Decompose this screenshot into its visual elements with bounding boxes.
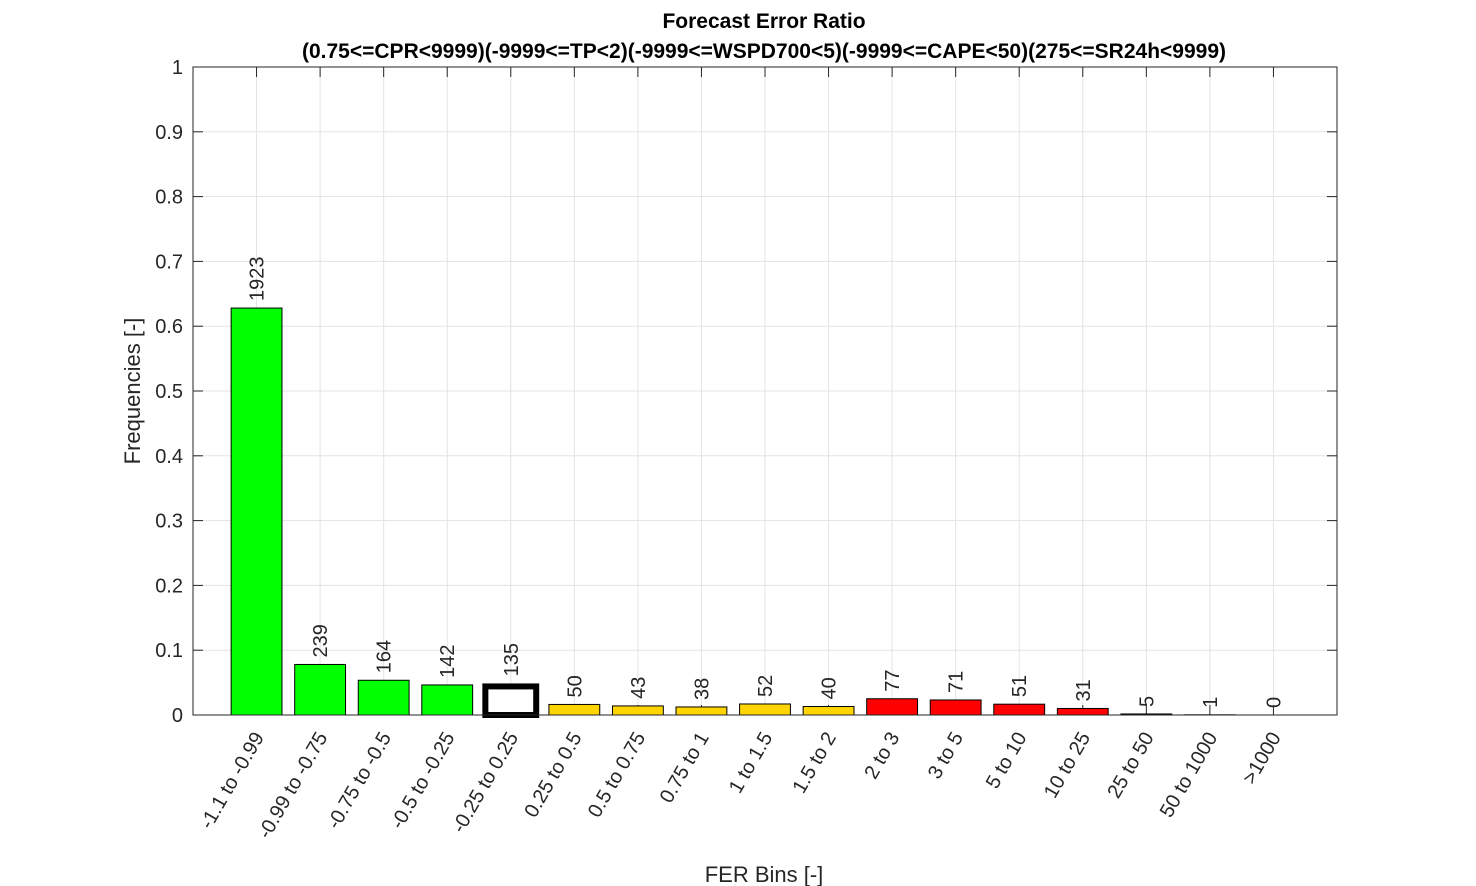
value-label: 71 — [946, 671, 968, 693]
bar — [548, 703, 601, 716]
bar — [866, 698, 919, 716]
chart-subtitle: (0.75<=CPR<9999)(-9999<=TP<2)(-9999<=WSP… — [302, 40, 1226, 63]
bar — [739, 703, 791, 716]
plot-frame — [192, 66, 1338, 716]
y-tick-label: 0.1 — [155, 640, 183, 662]
bar — [421, 684, 474, 716]
y-tick-label: 0.2 — [155, 575, 183, 597]
bar — [1056, 707, 1109, 716]
y-tick-label: 0.3 — [155, 511, 183, 533]
value-label: 142 — [437, 645, 459, 678]
bar — [611, 705, 664, 716]
value-label: 164 — [374, 640, 396, 673]
bar — [230, 307, 283, 716]
value-label: 52 — [755, 675, 777, 697]
chart-title: Forecast Error Ratio — [662, 10, 865, 33]
bar — [675, 706, 728, 716]
x-axis-label: FER Bins [-] — [705, 862, 824, 886]
value-label: 239 — [310, 624, 332, 657]
y-tick-label: 0.6 — [155, 316, 183, 338]
y-axis-label: Frequencies [-] — [120, 318, 145, 465]
bar — [929, 699, 982, 716]
bar — [482, 683, 540, 719]
value-label: 51 — [1009, 675, 1031, 697]
bar — [802, 706, 855, 716]
value-label: 0 — [1263, 697, 1285, 708]
value-label: 40 — [819, 677, 841, 699]
y-tick-label: 0.5 — [155, 381, 183, 403]
bar — [294, 663, 347, 716]
y-tick-label: 0.8 — [155, 187, 183, 209]
y-tick-label: 0.9 — [155, 122, 183, 144]
value-label: 43 — [628, 677, 650, 699]
value-label: 31 — [1073, 679, 1095, 701]
bar — [993, 703, 1046, 716]
y-tick-label: 0.7 — [155, 251, 183, 273]
y-tick-label: 0 — [172, 705, 183, 727]
y-tick-label: 1 — [172, 57, 183, 79]
value-label: 38 — [691, 678, 713, 700]
y-tick-label: 0.4 — [155, 446, 183, 468]
bar — [357, 679, 410, 716]
value-label: 5 — [1136, 696, 1158, 707]
value-label: 1923 — [247, 257, 269, 302]
value-label: 1 — [1200, 697, 1222, 708]
value-label: 50 — [564, 675, 586, 697]
value-label: 135 — [501, 643, 523, 676]
value-label: 77 — [882, 669, 904, 691]
